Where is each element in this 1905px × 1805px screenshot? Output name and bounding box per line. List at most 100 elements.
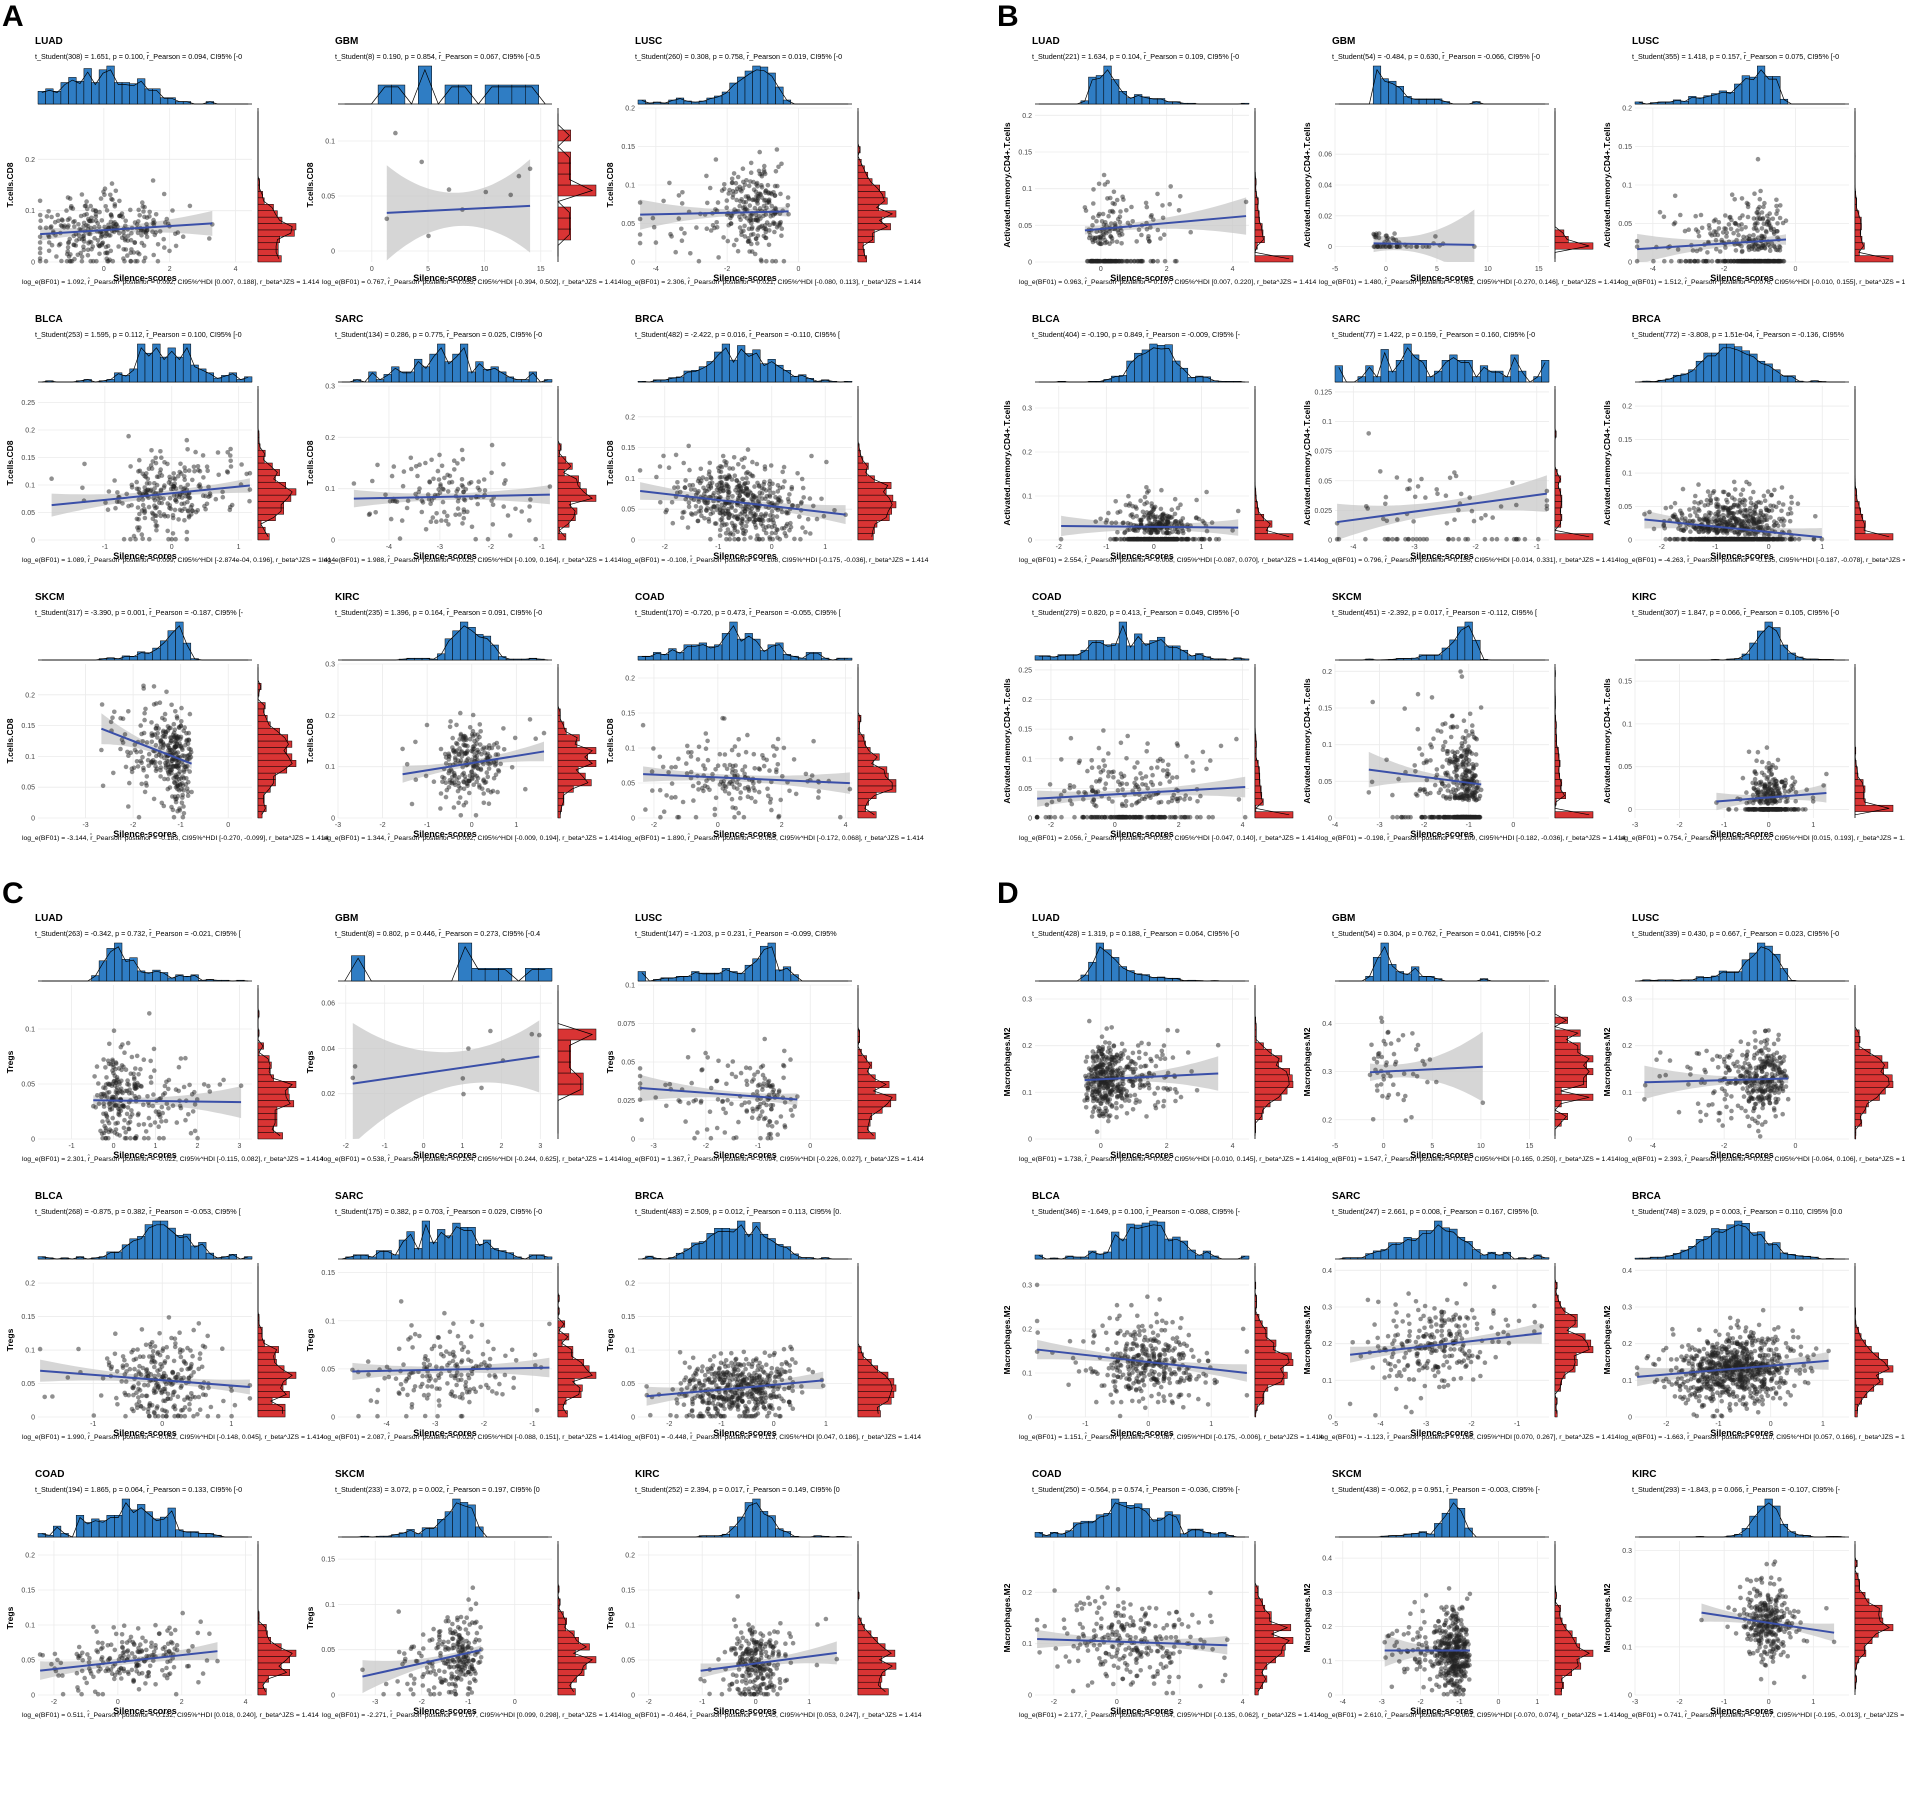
scatter-point [653, 240, 659, 245]
scatter-point [1713, 237, 1719, 243]
scatter-point [483, 189, 489, 195]
y-hist-bar [857, 766, 888, 774]
scatter-point [734, 478, 740, 483]
scatter-point [738, 790, 743, 795]
scatter-point [707, 185, 713, 191]
y-hist-bar [257, 204, 274, 211]
x-hist-bar [1772, 76, 1781, 105]
scatter-point [434, 519, 439, 524]
scatter-point [1780, 536, 1785, 542]
scatter-point [1483, 512, 1488, 518]
scatter-point [142, 515, 148, 521]
stat-top: t_Student(355) = 1.418, p = 0.157, r̂_Pe… [1632, 52, 1839, 61]
x-tick-label: 0 [226, 822, 230, 829]
y-marginal-histogram [857, 664, 897, 819]
scatter-point [1795, 501, 1801, 507]
scatter-point [481, 477, 487, 482]
y-tick-label: 0 [1328, 244, 1332, 251]
scatter-point [384, 216, 390, 222]
scatter-point [1199, 536, 1204, 542]
scatter-point [150, 516, 156, 522]
stat-bottom: log_e(BF01) = 1.092, r̂_Pearson^posterio… [22, 278, 320, 286]
scatter-point [142, 789, 148, 795]
x-tick-label: -1 [178, 822, 184, 829]
y-hist-bar [557, 162, 571, 175]
y-tick-label: 0 [1028, 538, 1032, 545]
scatter-point [1717, 249, 1723, 254]
x-hist-bar [144, 652, 153, 661]
scatter-point [1751, 489, 1756, 495]
x-hist-bar [444, 84, 459, 105]
scatter-point [1412, 494, 1418, 500]
scatter-point [161, 496, 166, 502]
scatter-point [486, 801, 492, 806]
scatter-point [781, 258, 787, 264]
scatter-point [752, 251, 758, 257]
scatter-point [779, 509, 785, 515]
scatter-point [1723, 226, 1729, 232]
scatter-point [689, 750, 694, 755]
scatter-point [1741, 234, 1746, 240]
x-hist-bar [1403, 343, 1412, 383]
y-tick-label: 0.04 [1318, 183, 1332, 190]
scatter-point [193, 449, 198, 455]
scatter-point [126, 709, 131, 714]
scatter-point [705, 483, 711, 489]
scatter-point [664, 793, 669, 798]
scatter-point [1775, 208, 1780, 213]
scatter-point [807, 496, 813, 501]
scatter-point [136, 207, 141, 213]
scatter-point [441, 487, 446, 492]
scatter-point [150, 511, 156, 517]
scatter-point [1407, 478, 1413, 483]
x-marginal-histogram [37, 65, 252, 105]
scatter-point [456, 800, 461, 806]
scatter-point [713, 157, 719, 162]
scatter-point [1696, 233, 1702, 239]
scatter-point [692, 487, 697, 493]
scatter-point [121, 233, 127, 239]
y-axis-label: T.cells.CD8 [305, 162, 315, 207]
scatter-point [658, 814, 663, 820]
scatter-point [1148, 536, 1153, 542]
scatter-point [691, 798, 696, 803]
scatter-point [1701, 528, 1707, 534]
scatter-point [803, 771, 809, 777]
x-hist-bar [175, 621, 184, 661]
scatter-point [528, 497, 533, 502]
scatter-point [1692, 500, 1697, 505]
scatter-point [1168, 184, 1173, 189]
scatter-point [423, 773, 429, 779]
scatter-point [772, 523, 777, 529]
scatter-point [673, 452, 679, 458]
scatter-point [654, 474, 659, 480]
x-hist-bar [1541, 360, 1550, 383]
scatter-point [725, 238, 731, 244]
scatter-point [467, 790, 472, 796]
scatter-point [1504, 536, 1509, 542]
x-tick-label: -1 [1103, 544, 1109, 551]
scatter-point [1755, 220, 1760, 226]
scatter-point [172, 727, 178, 732]
scatter-point [112, 709, 117, 715]
scatter-point [1752, 191, 1757, 196]
scatter-point [780, 774, 785, 779]
scatter-point [181, 804, 186, 809]
y-marginal-histogram [857, 386, 897, 541]
scatter-point [162, 711, 168, 717]
scatter-point [388, 516, 394, 522]
y-marginal-histogram [257, 664, 297, 819]
x-hist-bar [1418, 360, 1427, 383]
scatter-point [1446, 536, 1452, 542]
y-tick-label: 0.1 [325, 764, 335, 771]
scatter-point [1740, 248, 1745, 254]
x-tick-label: -1 [715, 544, 721, 551]
scatter-point [95, 221, 100, 226]
scatter-point [409, 466, 414, 472]
x-tick-label: 10 [1484, 266, 1492, 273]
scatter-point [184, 536, 190, 542]
scatter-point [80, 485, 85, 491]
scatter-point [108, 233, 113, 238]
scatter-point [92, 235, 97, 241]
